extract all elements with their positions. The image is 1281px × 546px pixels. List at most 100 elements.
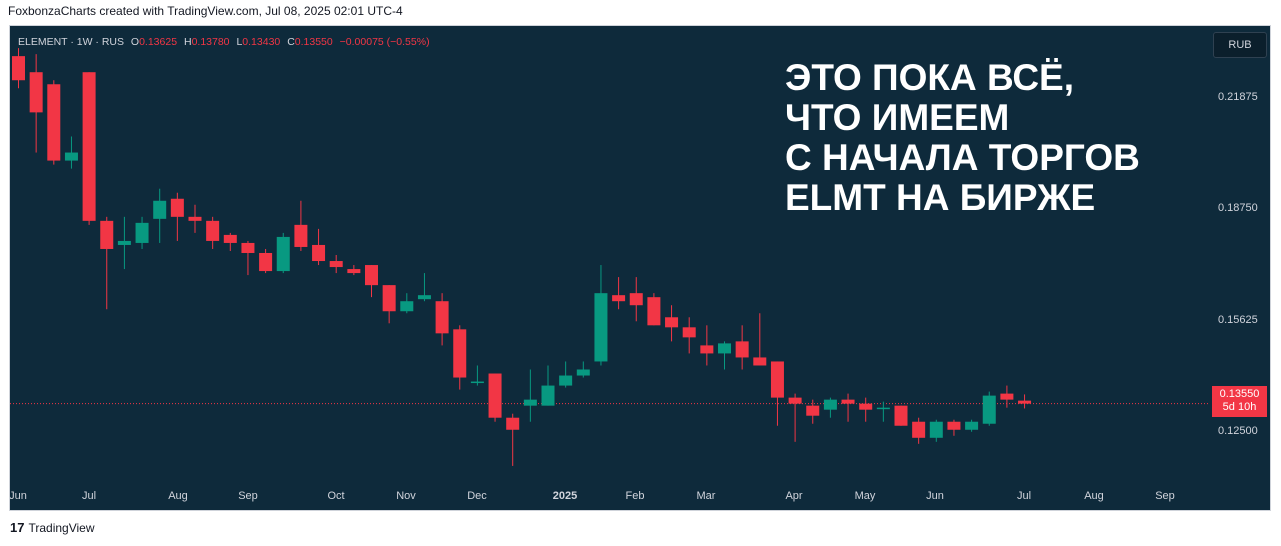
candle[interactable] [347,265,361,276]
candle[interactable] [1018,394,1032,409]
candle[interactable] [947,419,961,436]
candle[interactable] [559,361,573,388]
candle-body [1000,393,1014,400]
candle[interactable] [82,72,96,225]
candle[interactable] [241,240,255,276]
x-tick-label: Aug [168,490,188,502]
x-tick-label: Jun [926,490,944,502]
candle[interactable] [682,317,696,354]
candle[interactable] [594,265,608,366]
candle[interactable] [523,369,537,422]
candle[interactable] [770,361,784,426]
candle-body [541,385,555,406]
x-tick-label: 2025 [552,490,578,502]
candle[interactable] [435,293,449,346]
candle-body [982,395,996,424]
candle[interactable] [823,397,837,418]
tradingview-brand: TradingView [28,520,95,535]
candle-body [135,222,149,243]
candle[interactable] [841,393,855,422]
candle[interactable] [506,413,520,466]
candle-body [365,265,378,286]
candle-body [170,198,184,217]
candle[interactable] [276,232,290,274]
candle-body [806,405,820,416]
candle[interactable] [735,325,749,370]
candle[interactable] [665,305,679,342]
x-tick-label: Sep [238,490,258,502]
candle-body [206,220,220,241]
candle-body [453,329,467,378]
candle[interactable] [312,228,326,266]
candle[interactable] [576,361,590,378]
candle[interactable] [329,255,343,274]
candle[interactable] [541,365,555,406]
candle[interactable] [470,365,484,386]
candlestick-chart[interactable] [10,26,1270,510]
x-tick-label: Mar [696,490,716,502]
y-tick-label: 0.21875 [1218,91,1258,103]
y-tick-label: 0.18750 [1218,202,1258,214]
candle[interactable] [153,188,167,243]
candle-body [241,242,255,253]
x-tick-label: May [854,490,876,502]
x-tick-label: Jun [9,490,27,502]
candle[interactable] [12,48,25,89]
candle[interactable] [876,401,890,422]
currency-button[interactable]: RUB [1213,32,1267,58]
candle[interactable] [612,277,626,310]
candle-body [876,407,890,410]
candle[interactable] [400,293,414,314]
candle-body [29,72,43,113]
x-tick-label: Oct [327,490,345,502]
candle[interactable] [47,80,61,165]
candle[interactable] [453,325,467,390]
candle-body [718,343,731,354]
candle[interactable] [788,393,802,442]
candle[interactable] [365,265,378,298]
candle[interactable] [718,341,731,370]
candle-body [647,297,661,326]
candle[interactable] [912,417,926,444]
chart-pane[interactable] [9,25,1271,511]
candle[interactable] [382,285,396,324]
candle[interactable] [859,397,873,422]
candle[interactable] [117,216,131,270]
candle-body [523,399,537,406]
candle[interactable] [417,273,431,302]
symbol-name[interactable]: ELEMENT · 1W · RUS [18,36,124,48]
candle[interactable] [100,216,114,310]
candle[interactable] [982,391,996,426]
candle[interactable] [894,405,908,426]
candle[interactable] [294,200,308,251]
candle[interactable] [206,216,220,249]
candle[interactable] [806,399,820,424]
candle-body [559,375,573,386]
caption-line: ELMT НА БИРЖЕ [785,177,1096,218]
candle[interactable] [488,373,502,422]
y-tick-label: 0.15625 [1218,314,1258,326]
candle[interactable] [223,232,237,251]
last-price-tag: 0.13550 5d 10h [1212,386,1267,417]
open-key: O [130,36,140,48]
open-value: 0.13625 [139,36,178,48]
overlay-caption: ЭТО ПОКА ВСЁ, ЧТО ИМЕЕМ С НАЧАЛА ТОРГОВ … [785,58,1140,218]
candle[interactable] [259,248,273,274]
candle-body [382,285,396,312]
candle[interactable] [700,325,714,366]
candle[interactable] [629,277,643,322]
candle[interactable] [647,293,661,326]
candle-body [700,345,714,354]
candle[interactable] [1000,385,1014,408]
candle[interactable] [29,54,43,153]
candle-body [153,200,167,219]
candle[interactable] [135,216,149,249]
close-value: 0.13550 [294,36,333,48]
candle[interactable] [188,204,202,233]
candle[interactable] [64,136,78,169]
candle[interactable] [753,313,767,366]
high-key: H [183,36,192,48]
candle[interactable] [170,192,184,241]
candle[interactable] [929,419,943,442]
candle[interactable] [965,419,979,432]
